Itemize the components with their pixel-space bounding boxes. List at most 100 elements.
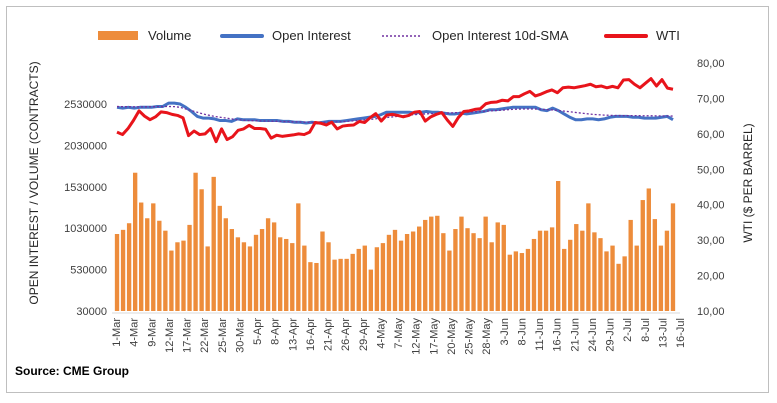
volume-bar — [628, 219, 633, 311]
volume-bar — [126, 223, 132, 311]
x-axis-ticks: 1-Mar 4-Mar 9-Mar 12-Mar 17-Mar 22-Mar 25-Mar 3… — [111, 318, 687, 355]
volume-bar — [308, 262, 313, 311]
x-tick-label: 16-Jul — [675, 318, 687, 348]
volume-bar — [205, 246, 210, 311]
legend-open-interest-label: Open Interest — [272, 28, 351, 43]
legend-sma-label: Open Interest 10d-SMA — [432, 28, 569, 43]
right-tick-label: 40,00 — [697, 200, 725, 212]
volume-bar — [120, 229, 126, 311]
legend: Volume Open Interest Open Interest 10d-S… — [98, 28, 680, 43]
left-tick-label: 2030000 — [64, 140, 107, 152]
left-tick-label: 30000 — [76, 306, 107, 318]
volume-bar — [223, 218, 228, 311]
volume-bar — [302, 245, 307, 311]
volume-bar — [398, 240, 404, 311]
volume-bar — [356, 248, 361, 311]
x-tick-label: 12-May — [411, 318, 423, 355]
volume-bar — [157, 220, 162, 311]
left-tick-label: 2530000 — [64, 99, 107, 111]
volume-bar — [380, 243, 386, 311]
x-tick-label: 9-Mar — [146, 318, 158, 347]
x-tick-label: 4-May — [375, 318, 387, 349]
x-tick-label: 16-Apr — [305, 318, 317, 351]
x-tick-label: 29-Jun — [605, 318, 617, 352]
volume-bar — [513, 251, 519, 311]
volume-bar — [543, 230, 549, 311]
volume-bar — [417, 226, 422, 311]
volume-bar — [610, 245, 615, 311]
volume-bar — [290, 243, 295, 311]
x-tick-label: 11-Jun — [534, 318, 546, 351]
source-note: Source: CME Group — [15, 364, 130, 378]
volume-bar — [271, 222, 277, 311]
volume-bar — [670, 203, 676, 311]
volume-bar — [616, 263, 621, 311]
volume-bar — [259, 229, 265, 311]
left-axis-title: OPEN INTEREST / VOLUME (CONTRACTS) — [27, 61, 41, 304]
volume-bar — [604, 251, 609, 311]
volume-bar — [519, 253, 525, 311]
volume-bar — [151, 203, 156, 311]
volume-bar — [441, 233, 446, 311]
right-tick-label: 50,00 — [697, 164, 725, 176]
x-tick-label: 12-Mar — [164, 318, 176, 353]
x-tick-label: 2-Jul — [622, 318, 634, 342]
x-tick-label: 17-May — [428, 318, 440, 355]
volume-bar — [495, 222, 500, 311]
right-tick-label: 20,00 — [697, 271, 725, 283]
volume-bar — [640, 200, 645, 311]
volume-bar — [169, 250, 174, 311]
volume-bar — [652, 219, 658, 311]
volume-bar — [296, 203, 301, 311]
volume-bar — [199, 189, 204, 311]
x-tick-label: 22-Mar — [199, 318, 211, 353]
volume-bar — [580, 230, 585, 311]
volume-bar — [435, 215, 440, 311]
volume-bar — [253, 234, 259, 311]
volume-bar — [326, 242, 331, 311]
x-tick-label: 21-Apr — [323, 318, 335, 351]
open-interest-sma-line — [116, 105, 674, 124]
volume-bar — [181, 240, 186, 311]
volume-bar — [549, 227, 555, 311]
volume-bar — [592, 232, 597, 311]
volume-bar — [229, 229, 235, 311]
volume-bar — [187, 224, 192, 311]
x-tick-label: 13-Jul — [657, 318, 669, 348]
left-axis-ticks: 2530000 2030000 1530000 1030000 530000 30000 — [64, 99, 107, 318]
x-tick-label: 25-May — [464, 318, 476, 355]
x-tick-label: 8-Apr — [270, 318, 282, 345]
volume-bars — [114, 172, 676, 311]
right-tick-label: 10,00 — [697, 306, 725, 318]
volume-bar — [646, 188, 651, 311]
right-axis-ticks: 80,00 70,00 60,00 50,00 40,00 30,00 20,00 10,00 — [697, 58, 725, 318]
x-tick-label: 21-Jun — [569, 318, 581, 352]
x-tick-label: 24-Jun — [587, 318, 599, 352]
volume-bar — [622, 256, 627, 311]
volume-bar — [664, 230, 670, 311]
x-tick-label: 8-Jul — [640, 318, 652, 342]
wti-line — [116, 77, 674, 144]
volume-bar — [586, 203, 591, 311]
volume-bar — [555, 181, 561, 311]
right-tick-label: 30,00 — [697, 235, 725, 247]
volume-bar — [132, 172, 138, 311]
volume-bar — [193, 172, 198, 311]
legend-volume-label: Volume — [148, 28, 191, 43]
volume-bar — [362, 245, 367, 311]
volume-bar — [145, 218, 150, 311]
volume-bar — [501, 224, 506, 311]
x-tick-label: 8-Jun — [516, 318, 528, 346]
volume-bar — [368, 269, 373, 311]
volume-bar — [320, 231, 325, 311]
right-tick-label: 70,00 — [697, 93, 725, 105]
volume-bar — [507, 254, 512, 311]
volume-bar — [386, 234, 392, 311]
volume-bar — [537, 230, 543, 311]
left-tick-label: 530000 — [70, 265, 107, 277]
open-interest-line — [116, 101, 674, 125]
volume-bar — [392, 229, 398, 311]
x-tick-label: 26-Apr — [340, 318, 352, 351]
legend-wti-label: WTI — [656, 28, 680, 43]
